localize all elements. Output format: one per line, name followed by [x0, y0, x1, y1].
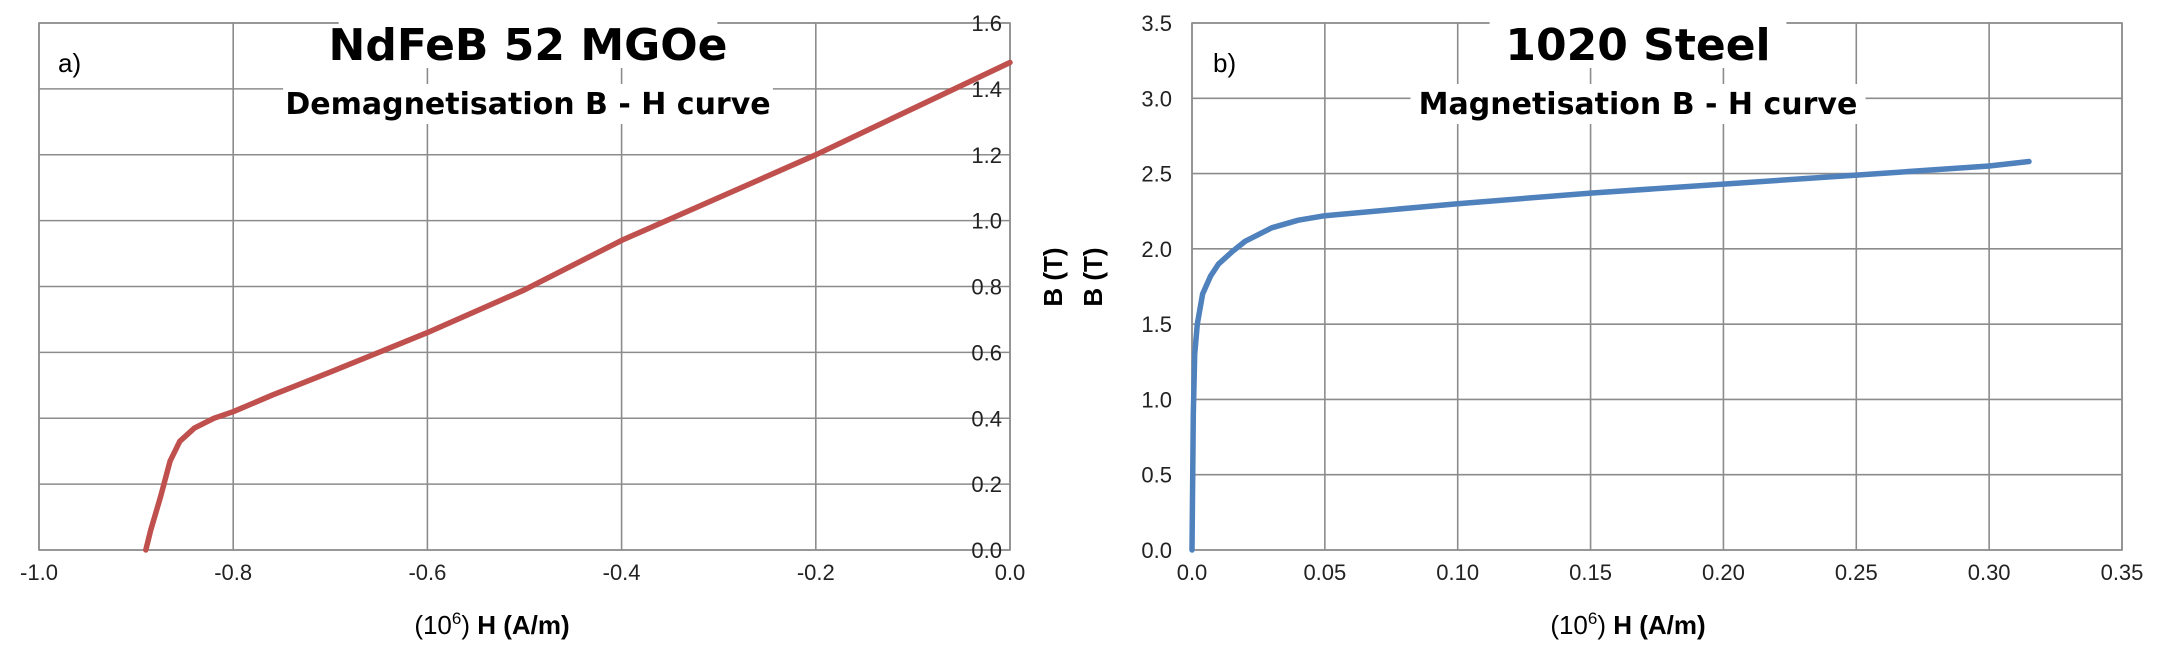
y-tick-label: 1.5 — [1141, 312, 1172, 337]
panel-label-background — [1207, 46, 1249, 80]
x-tick-label: 0.0 — [995, 560, 1026, 585]
y-tick-label: 1.0 — [971, 209, 1002, 234]
title-background — [1489, 20, 1787, 68]
y-tick-label: 0.4 — [971, 406, 1002, 431]
x-axis-label: (106) H (A/m) — [414, 609, 569, 640]
subtitle-background — [283, 84, 773, 124]
chart-title: NdFeB 52 MGOe — [329, 20, 728, 71]
y-tick-label: 0.0 — [971, 538, 1002, 563]
y-tick-label: 2.5 — [1141, 162, 1172, 187]
subtitle-background — [1410, 84, 1866, 124]
y-axis-label: B (T) — [1078, 247, 1108, 306]
x-tick-label: 0.30 — [1968, 560, 2011, 585]
x-tick-label: 0.05 — [1303, 560, 1346, 585]
x-tick-label: 0.0 — [1177, 560, 1208, 585]
y-tick-label: 3.0 — [1141, 86, 1172, 111]
x-tick-label: 0.25 — [1835, 560, 1878, 585]
chart-a: -1.0 -0.8 -0.6 -0.4 -0.2 0.00.0 0.2 0.4 0.6 0.8 1.… — [20, 11, 1025, 640]
x-tick-label: -0.4 — [603, 560, 641, 585]
panel-label: b) — [1213, 48, 1236, 78]
chart-subtitle: Magnetisation B - H curve — [1419, 87, 1858, 122]
y-tick-label: 0.6 — [971, 340, 1002, 365]
y-tick-label: 2.0 — [1141, 237, 1172, 262]
x-tick-label: -0.2 — [797, 560, 835, 585]
y-tick-label: 0.0 — [1141, 538, 1172, 563]
y-tick-label: 3.5 — [1141, 11, 1172, 36]
x-tick-label: -0.6 — [408, 560, 446, 585]
y-tick-label: 0.8 — [971, 275, 1002, 300]
title-background — [338, 20, 718, 68]
panel-label-background — [52, 46, 94, 80]
x-tick-label: 0.35 — [2101, 560, 2144, 585]
x-tick-label: 0.20 — [1702, 560, 1745, 585]
y-tick-label: 1.0 — [1141, 387, 1172, 412]
x-tick-label: 0.10 — [1436, 560, 1479, 585]
x-tick-label: 0.15 — [1569, 560, 1612, 585]
x-tick-label: -0.8 — [214, 560, 252, 585]
y-tick-label: 0.2 — [971, 472, 1002, 497]
chart-title: 1020 Steel — [1505, 20, 1770, 71]
stray-y-axis-label: B (T) — [1038, 247, 1068, 306]
x-axis-label: (106) H (A/m) — [1550, 609, 1705, 640]
chart-b: 0.0 0.05 0.10 0.15 0.20 0.25 0.30 0.35 0.0 0.5 1.0… — [1078, 11, 2143, 640]
y-tick-label: 1.2 — [971, 143, 1002, 168]
y-tick-label: 1.6 — [971, 11, 1002, 36]
x-tick-label: -1.0 — [20, 560, 58, 585]
series-line — [143, 59, 1013, 553]
panel-label: a) — [58, 48, 81, 78]
y-tick-label: 0.5 — [1141, 463, 1172, 488]
series-line — [1189, 158, 2032, 553]
chart-subtitle: Demagnetisation B - H curve — [285, 87, 770, 122]
